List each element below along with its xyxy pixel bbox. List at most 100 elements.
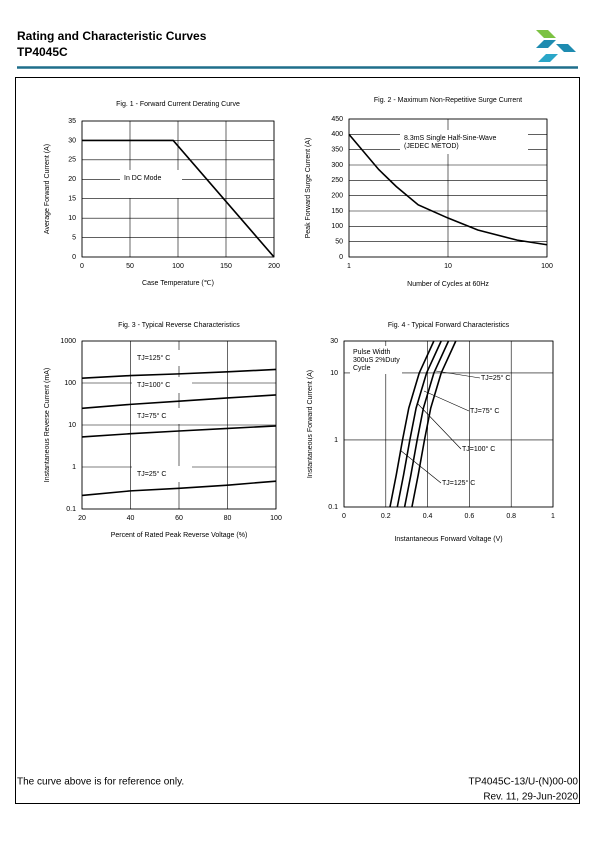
series-label: TJ=125° C [137, 354, 170, 362]
x-tick-label: 100 [541, 263, 553, 270]
y-tick-label: 450 [331, 116, 343, 123]
data-line [81, 480, 277, 497]
series-label: TJ=25° C [137, 470, 166, 478]
y-tick-label: 200 [331, 193, 343, 200]
x-tick-label: 40 [127, 515, 135, 522]
x-tick-label: 1 [347, 263, 351, 270]
y-tick-label: 5 [72, 234, 76, 241]
x-tick-label: 200 [268, 263, 280, 270]
chart: Fig. 3 - Typical Reverse Characteristics… [44, 322, 282, 539]
leader-line [435, 370, 481, 379]
annotation: 300uS 2%Duty [353, 357, 400, 364]
leader-line [416, 402, 462, 450]
label-backing [132, 377, 192, 393]
data-line [81, 368, 277, 380]
y-tick-label: 100 [64, 380, 76, 387]
chart: Fig. 4 - Typical Forward Characteristics… [307, 322, 555, 543]
annotation: Pulse Width [353, 349, 390, 356]
plot-frame [81, 340, 277, 510]
x-tick-label: 0 [342, 513, 346, 520]
y-tick-label: 150 [331, 208, 343, 215]
x-axis-label: Instantaneous Forward Voltage (V) [394, 536, 502, 543]
annotation: Cycle [353, 365, 371, 372]
y-tick-label: 400 [331, 131, 343, 138]
frame [15, 77, 580, 804]
annotation: In DC Mode [124, 175, 161, 182]
series-label: TJ=75° C [137, 412, 166, 420]
footer-rev: Rev. 11, 29-Jun-2020 [483, 792, 578, 803]
data-line [82, 139, 275, 258]
label-backing [350, 346, 402, 374]
data-line [348, 133, 548, 246]
y-tick-label: 250 [331, 177, 343, 184]
annotation: 8.3mS Single Half-Sine-Wave [404, 135, 496, 142]
x-tick-label: 10 [444, 263, 452, 270]
y-tick-label: 350 [331, 147, 343, 154]
footer-doc: TP4045C-13/U-(N)00-00 [469, 777, 579, 788]
label-backing [400, 130, 528, 154]
y-tick-label: 1 [334, 437, 338, 444]
x-tick-label: 80 [224, 515, 232, 522]
y-tick-label: 0.1 [328, 504, 338, 511]
x-tick-label: 0 [80, 263, 84, 270]
header-title: Rating and Characteristic Curves [17, 29, 207, 43]
y-tick-label: 35 [68, 118, 76, 125]
y-tick-label: 20 [68, 176, 76, 183]
plot-frame [348, 118, 548, 258]
logo [536, 30, 576, 62]
x-tick-label: 1 [551, 513, 555, 520]
x-tick-label: 50 [126, 263, 134, 270]
y-axis-label: Peak Forward Surge Current (A) [305, 138, 312, 239]
x-axis-label: Number of Cycles at 60Hz [407, 281, 489, 288]
y-tick-label: 15 [68, 196, 76, 203]
y-tick-label: 0 [72, 254, 76, 261]
x-tick-label: 0.8 [506, 513, 516, 520]
data-line [411, 340, 457, 508]
series-label: TJ=25° C [481, 374, 510, 382]
y-tick-label: 30 [330, 338, 338, 345]
y-axis-label: Instantaneous Forward Current (A) [307, 370, 314, 478]
data-line [81, 394, 277, 410]
y-tick-label: 10 [68, 422, 76, 429]
y-tick-label: 10 [68, 215, 76, 222]
chart-title: Fig. 2 - Maximum Non-Repetitive Surge Cu… [374, 97, 522, 104]
y-tick-label: 0 [339, 254, 343, 261]
leader-line [423, 390, 470, 412]
chart-title: Fig. 3 - Typical Reverse Characteristics [118, 322, 240, 329]
data-line [81, 425, 277, 438]
label-backing [120, 170, 182, 198]
y-tick-label: 1000 [60, 338, 76, 345]
y-tick-label: 100 [331, 223, 343, 230]
footer-note: The curve above is for reference only. [17, 777, 184, 788]
x-tick-label: 0.2 [381, 513, 391, 520]
series-label: TJ=100° C [462, 445, 495, 453]
y-tick-label: 25 [68, 157, 76, 164]
x-tick-label: 60 [175, 515, 183, 522]
y-tick-label: 0.1 [66, 506, 76, 513]
x-tick-label: 100 [270, 515, 282, 522]
series-label: TJ=125° C [442, 479, 475, 487]
y-tick-label: 50 [335, 239, 343, 246]
x-tick-label: 0.4 [423, 513, 433, 520]
x-tick-label: 150 [220, 263, 232, 270]
series-label: TJ=100° C [137, 381, 170, 389]
leader-line [399, 449, 442, 484]
data-line [396, 340, 442, 508]
x-tick-label: 20 [78, 515, 86, 522]
label-backing [132, 466, 192, 482]
y-tick-label: 1 [72, 464, 76, 471]
data-line [403, 340, 450, 508]
series-label: TJ=75° C [470, 407, 499, 415]
chart-title: Fig. 1 - Forward Current Derating Curve [116, 101, 240, 108]
label-backing [132, 408, 192, 424]
chart: Fig. 2 - Maximum Non-Repetitive Surge Cu… [305, 97, 553, 288]
y-axis-label: Instantaneous Reverse Current (mA) [44, 368, 51, 482]
x-axis-label: Case Temperature (℃) [142, 280, 214, 287]
x-axis-label: Percent of Rated Peak Reverse Voltage (%… [111, 532, 248, 539]
data-line [389, 340, 435, 508]
x-tick-label: 0.6 [465, 513, 475, 520]
annotation: (JEDEC METOD) [404, 143, 459, 150]
y-tick-label: 30 [68, 137, 76, 144]
label-backing [132, 350, 192, 366]
